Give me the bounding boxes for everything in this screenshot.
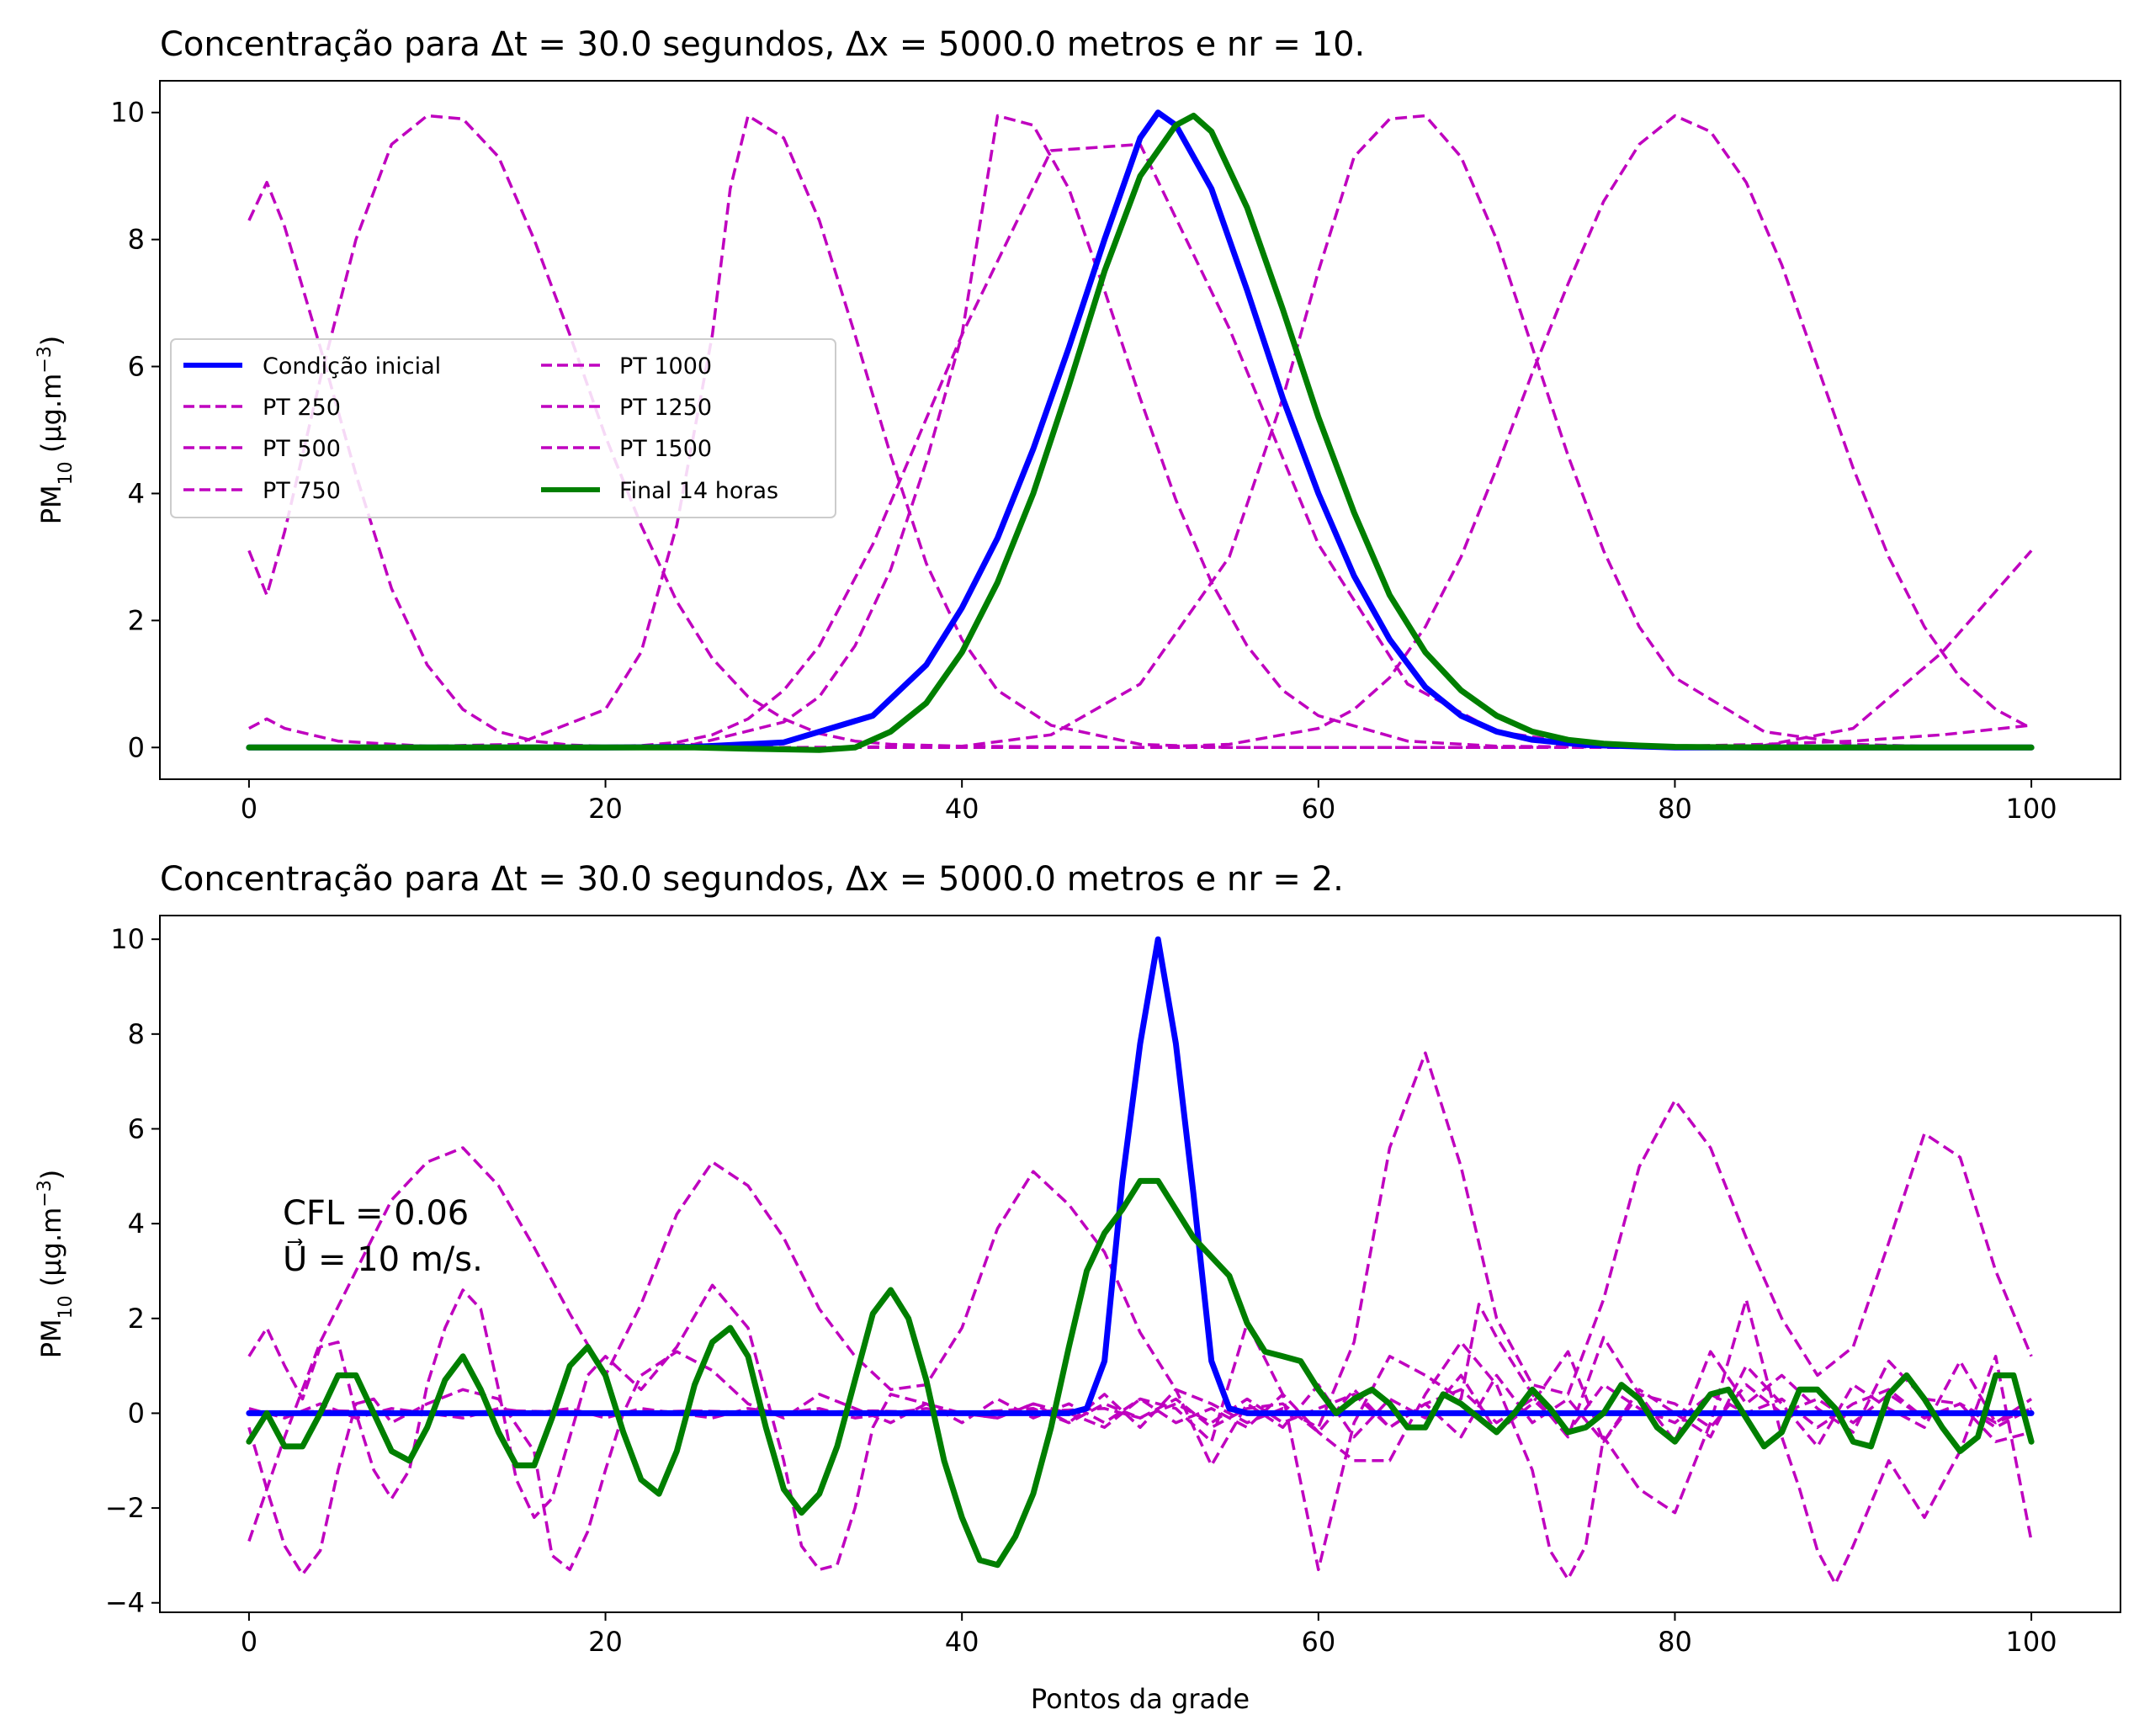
bottom-x-tick-label: 40 (945, 1626, 979, 1658)
top-legend: Condição inicial PT 250 PT 500 PT 750 PT… (170, 338, 836, 518)
top-series-pt-500 (247, 114, 2032, 750)
bottom-plot-area: 0 20 40 60 80 100 −4 −2 0 2 4 6 8 10 (105, 923, 2057, 1658)
cfl-annotation: CFL = 0.06 (283, 1194, 469, 1233)
bottom-series-final-14-horas (246, 1177, 2035, 1569)
top-series-pt-750 (248, 114, 2032, 750)
legend-label-initial: Condição inicial (263, 353, 441, 380)
top-y-tick-label: 10 (110, 97, 145, 129)
top-plot-area: 0 20 40 60 80 100 0 2 4 6 8 10 (110, 97, 2057, 825)
bottom-x-tick-label: 20 (588, 1626, 623, 1658)
top-y-tick-label: 0 (128, 731, 145, 763)
bottom-series-pt-500 (247, 1283, 2033, 1585)
legend-label-pt500: PT 500 (263, 436, 341, 462)
top-x-tick-label: 20 (588, 793, 623, 825)
bottom-y-tick-label: 6 (128, 1112, 145, 1144)
top-panel-title: Concentração para Δt = 30.0 segundos, Δx… (160, 25, 1365, 64)
bottom-x-tick-label: 0 (241, 1626, 257, 1658)
legend-label-pt1500: PT 1500 (619, 436, 712, 462)
bottom-y-tick-label: 0 (128, 1397, 145, 1429)
bottom-panel-title: Concentração para Δt = 30.0 segundos, Δx… (160, 860, 1344, 899)
top-y-tick-label: 4 (128, 477, 145, 509)
top-x-tick-label: 80 (1658, 793, 1692, 825)
top-x-tick-label: 0 (241, 793, 257, 825)
bottom-panel: Concentração para Δt = 30.0 segundos, Δx… (34, 860, 2121, 1715)
legend-box (170, 338, 836, 518)
top-panel: Concentração para Δt = 30.0 segundos, Δx… (34, 25, 2121, 825)
top-y-tick-label: 2 (128, 604, 145, 636)
top-y-axis-label: PM10 (μg.m−3) (34, 336, 77, 525)
legend-label-pt250: PT 250 (263, 395, 341, 421)
bottom-plot-frame (159, 915, 2121, 1613)
bottom-series-pt-250 (247, 1051, 2033, 1542)
legend-label-final: Final 14 horas (619, 478, 778, 504)
legend-label-pt1000: PT 1000 (619, 353, 712, 380)
bottom-x-tick-label: 60 (1301, 1626, 1335, 1658)
top-x-tick-label: 100 (2006, 793, 2057, 825)
top-x-tick-label: 40 (945, 793, 979, 825)
bottom-y-tick-label: −2 (105, 1492, 145, 1524)
top-series-pt-1500 (248, 114, 2032, 750)
top-y-tick-label: 8 (128, 224, 145, 256)
legend-label-pt1250: PT 1250 (619, 395, 712, 421)
bottom-series-condi-o-inicial (246, 936, 2035, 1416)
bottom-x-tick-label: 80 (1658, 1626, 1692, 1658)
top-series-final-14-horas (246, 113, 2035, 753)
bottom-y-tick-label: 8 (128, 1018, 145, 1050)
bottom-x-tick-label: 100 (2006, 1626, 2057, 1658)
bottom-y-tick-label: 4 (128, 1208, 145, 1240)
bottom-y-tick-label: 10 (110, 923, 145, 955)
bottom-y-tick-label: −4 (105, 1587, 145, 1619)
velocity-annotation: U⃗ = 10 m/s. (283, 1239, 483, 1279)
bottom-x-axis-label: Pontos da grade (1031, 1683, 1250, 1715)
bottom-y-tick-label: 2 (128, 1303, 145, 1335)
top-plot-frame (159, 80, 2121, 780)
top-x-tick-label: 60 (1301, 793, 1335, 825)
bottom-y-axis-label: PM10 (μg.m−3) (34, 1170, 77, 1359)
legend-label-pt750: PT 750 (263, 478, 341, 504)
top-y-tick-label: 6 (128, 351, 145, 383)
